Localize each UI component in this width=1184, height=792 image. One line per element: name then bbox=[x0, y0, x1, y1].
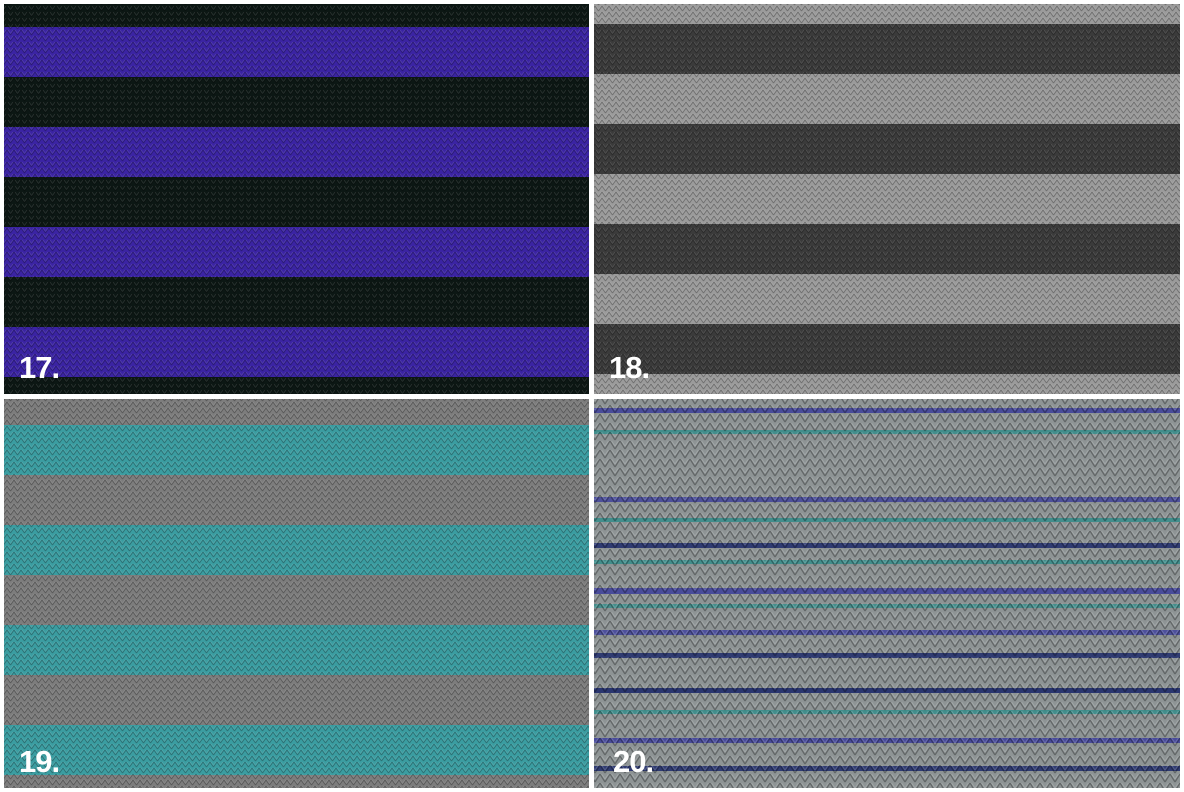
panel-17: 17. bbox=[4, 4, 589, 394]
panel-label: 18. bbox=[609, 350, 649, 385]
panel-label: 20. bbox=[613, 744, 653, 779]
knit-texture bbox=[594, 399, 1180, 788]
knit-texture bbox=[4, 399, 589, 788]
panel-label: 19. bbox=[19, 744, 59, 779]
panel-20: 20. bbox=[594, 399, 1180, 788]
panel-18: 18. bbox=[594, 4, 1180, 394]
panel-19: 19. bbox=[4, 399, 589, 788]
knit-texture bbox=[4, 4, 589, 394]
panel-label: 17. bbox=[19, 350, 59, 385]
knit-texture bbox=[594, 4, 1180, 394]
